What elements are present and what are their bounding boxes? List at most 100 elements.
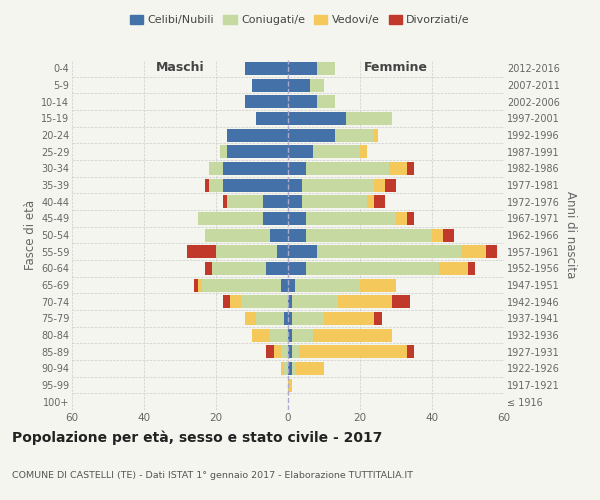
Bar	[292, 312, 324, 325]
Bar	[266, 262, 288, 275]
Bar	[220, 145, 227, 158]
Bar	[288, 228, 306, 241]
Bar	[407, 345, 414, 358]
Bar	[439, 262, 468, 275]
Bar	[486, 245, 497, 258]
Bar	[407, 212, 414, 225]
Bar	[288, 345, 292, 358]
Bar	[223, 295, 230, 308]
Bar	[374, 128, 378, 141]
Bar	[216, 245, 277, 258]
Bar	[313, 328, 392, 342]
Bar	[288, 95, 317, 108]
Bar	[288, 145, 313, 158]
Text: Popolazione per età, sesso e stato civile - 2017: Popolazione per età, sesso e stato civil…	[12, 430, 382, 445]
Bar	[292, 328, 313, 342]
Bar	[288, 262, 306, 275]
Bar	[223, 178, 288, 192]
Bar	[288, 362, 292, 375]
Bar	[360, 278, 396, 291]
Bar	[468, 262, 475, 275]
Bar	[288, 178, 302, 192]
Bar	[346, 112, 392, 125]
Bar	[292, 345, 299, 358]
Bar	[367, 195, 374, 208]
Bar	[295, 362, 324, 375]
Bar	[389, 162, 407, 175]
Bar	[288, 162, 306, 175]
Bar	[292, 362, 295, 375]
Y-axis label: Fasce di età: Fasce di età	[23, 200, 37, 270]
Bar	[281, 278, 288, 291]
Bar	[374, 312, 382, 325]
Bar	[198, 278, 202, 291]
Bar	[230, 295, 241, 308]
Bar	[263, 212, 288, 225]
Bar	[263, 195, 288, 208]
Bar	[396, 212, 407, 225]
Bar	[306, 162, 389, 175]
Bar	[432, 228, 443, 241]
Bar	[205, 228, 270, 241]
Text: Femmine: Femmine	[364, 61, 428, 74]
Bar	[443, 228, 454, 241]
Bar	[317, 62, 335, 75]
Bar	[288, 278, 295, 291]
Bar	[302, 178, 374, 192]
Bar	[288, 245, 317, 258]
Bar	[227, 128, 288, 141]
Bar	[306, 228, 432, 241]
Bar	[205, 262, 212, 275]
Bar	[374, 195, 385, 208]
Bar	[299, 345, 407, 358]
Bar	[252, 328, 270, 342]
Bar	[288, 312, 292, 325]
Bar	[407, 162, 414, 175]
Bar	[302, 195, 367, 208]
Bar	[256, 112, 288, 125]
Bar	[360, 145, 367, 158]
Bar	[317, 95, 335, 108]
Bar	[281, 345, 288, 358]
Bar	[245, 95, 288, 108]
Bar	[313, 145, 360, 158]
Text: Maschi: Maschi	[155, 61, 205, 74]
Y-axis label: Anni di nascita: Anni di nascita	[564, 192, 577, 278]
Bar	[288, 212, 306, 225]
Bar	[187, 245, 216, 258]
Bar	[335, 128, 374, 141]
Bar	[270, 328, 288, 342]
Bar	[288, 295, 292, 308]
Bar	[227, 145, 288, 158]
Bar	[306, 212, 396, 225]
Bar	[317, 245, 461, 258]
Bar	[288, 62, 317, 75]
Bar	[209, 178, 223, 192]
Bar	[270, 228, 288, 241]
Bar	[385, 178, 396, 192]
Bar	[241, 295, 288, 308]
Bar	[212, 262, 266, 275]
Bar	[281, 362, 284, 375]
Bar	[227, 195, 263, 208]
Bar	[205, 178, 209, 192]
Bar	[288, 195, 302, 208]
Legend: Celibi/Nubili, Coniugati/e, Vedovi/e, Divorziati/e: Celibi/Nubili, Coniugati/e, Vedovi/e, Di…	[125, 10, 475, 30]
Bar	[306, 262, 439, 275]
Bar	[209, 162, 223, 175]
Bar	[198, 212, 263, 225]
Bar	[252, 78, 288, 92]
Bar	[392, 295, 410, 308]
Bar	[288, 328, 292, 342]
Bar	[295, 278, 360, 291]
Text: COMUNE DI CASTELLI (TE) - Dati ISTAT 1° gennaio 2017 - Elaborazione TUTTITALIA.I: COMUNE DI CASTELLI (TE) - Dati ISTAT 1° …	[12, 471, 413, 480]
Bar	[245, 62, 288, 75]
Bar	[374, 178, 385, 192]
Bar	[277, 245, 288, 258]
Bar	[288, 128, 335, 141]
Bar	[288, 112, 346, 125]
Bar	[284, 362, 288, 375]
Bar	[223, 162, 288, 175]
Bar	[202, 278, 281, 291]
Bar	[338, 295, 392, 308]
